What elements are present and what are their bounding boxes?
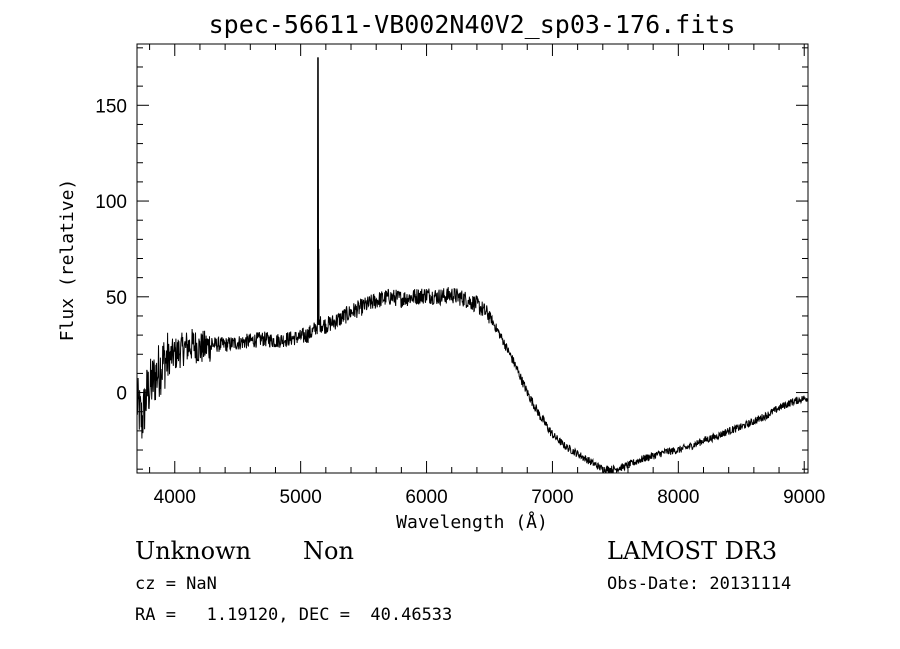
x-tick-label: 6000 [405, 487, 447, 508]
class-label: Unknown [135, 537, 251, 565]
emission-spike [317, 57, 320, 325]
obs-date: Obs-Date: 20131114 [607, 574, 791, 594]
coordinates: RA = 1.19120, DEC = 40.46533 [135, 605, 452, 625]
y-tick-label: 50 [106, 288, 127, 309]
cz-value: cz = NaN [135, 574, 217, 594]
x-axis-label: Wavelength (Å) [396, 511, 548, 533]
x-tick-label: 5000 [280, 487, 322, 508]
y-axis-label: Flux (relative) [57, 179, 78, 342]
y-tick-label: 150 [95, 96, 127, 117]
x-tick-label: 8000 [657, 487, 699, 508]
survey-label: LAMOST DR3 [607, 537, 777, 565]
x-tick-label: 4000 [154, 487, 196, 508]
plot-frame [136, 43, 809, 474]
x-tick-label: 9000 [783, 487, 825, 508]
plot-area: 4000 5000 6000 7000 8000 9000 0 50 100 150 [95, 43, 825, 508]
chart-title: spec-56611-VB002N40V2_sp03-176.fits [209, 10, 736, 39]
y-tick-label: 0 [116, 384, 127, 405]
x-tick-label: 7000 [531, 487, 573, 508]
y-tick-label: 100 [95, 192, 127, 213]
subclass-label: Non [303, 537, 354, 565]
spectrum-line [136, 57, 809, 474]
